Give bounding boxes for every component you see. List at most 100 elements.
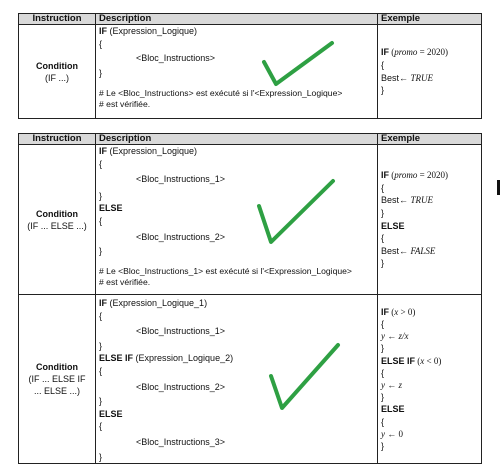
close-brace: } xyxy=(99,246,103,257)
keyword-else-if: ELSE IF xyxy=(381,355,416,366)
instruction-block: <Bloc_Instructions> xyxy=(136,53,216,64)
table-row: Condition (IF ... ELSE ...) IF (Expressi… xyxy=(18,144,482,295)
instruction-title: Condition xyxy=(36,60,78,71)
close-brace: } xyxy=(381,392,385,403)
variable-promo: promo xyxy=(394,47,418,58)
example-cell: IF (x > 0) { y ← z/x } ELSE IF (x < 0) {… xyxy=(377,293,482,465)
table-header-row: Instruction Description Exemple xyxy=(18,133,482,145)
value-true: TRUE xyxy=(410,72,434,83)
variable-x: x xyxy=(420,355,425,366)
instruction-block-1: <Bloc_Instructions_1> xyxy=(136,174,226,185)
instruction-subtitle: (IF ...) xyxy=(45,72,69,83)
close-brace: } xyxy=(99,451,103,462)
condition-rest: < 0) xyxy=(424,355,442,366)
condition-rest: > 0) xyxy=(398,306,416,317)
example-cell: IF (promo = 2020) { Best← TRUE } xyxy=(377,24,482,119)
instruction-cell: Condition (IF ... ELSE IF ... ELSE ...) xyxy=(18,293,96,465)
table-row: Condition (IF ...) IF (Expression_Logiqu… xyxy=(18,24,482,119)
keyword-else: ELSE xyxy=(99,203,123,214)
keyword-else: ELSE xyxy=(381,404,405,415)
table-row: Condition (IF ... ELSE IF ... ELSE ...) … xyxy=(18,293,482,465)
condition-open: ( xyxy=(415,355,421,366)
keyword-else: ELSE xyxy=(381,220,405,231)
table-header-row: Instruction Description Exemple xyxy=(18,13,482,25)
instruction-block-2: <Bloc_Instructions_2> xyxy=(136,381,226,392)
variable-y: y xyxy=(381,331,385,342)
close-brace: } xyxy=(99,396,103,407)
instruction-block-3: <Bloc_Instructions_3> xyxy=(136,436,226,447)
open-brace: { xyxy=(99,365,103,376)
value-true: TRUE xyxy=(410,195,434,206)
expression: z/x xyxy=(398,331,409,342)
open-brace: { xyxy=(99,38,103,49)
open-brace: { xyxy=(381,319,385,330)
comment-line-1: # Le <Bloc_Instructions> est exécuté si … xyxy=(99,88,343,99)
header-instruction: Instruction xyxy=(18,133,96,145)
value-false: FALSE xyxy=(410,245,436,256)
condition-rest: = 2020) xyxy=(417,170,448,181)
instruction-cell: Condition (IF ...) xyxy=(18,24,96,119)
open-brace: { xyxy=(99,158,103,169)
if-expression: (Expression_Logique) xyxy=(107,146,198,156)
assignment: Best← xyxy=(381,72,411,83)
open-brace: { xyxy=(381,416,385,427)
description-cell: IF (Expression_Logique) { <Bloc_Instruct… xyxy=(95,144,378,295)
comment-line-2: # est vérifiée. xyxy=(99,99,151,110)
assign-arrow: ← xyxy=(385,380,399,391)
close-brace: } xyxy=(99,190,103,201)
condition-open: ( xyxy=(389,170,395,181)
close-brace: } xyxy=(381,85,385,96)
open-brace: { xyxy=(99,215,103,226)
description-cell: IF (Expression_Logique_1) { <Bloc_Instru… xyxy=(95,293,378,465)
close-brace: } xyxy=(99,340,103,351)
instruction-subtitle-2: ... ELSE ...) xyxy=(33,386,80,397)
open-brace: { xyxy=(381,59,385,70)
instruction-block-1: <Bloc_Instructions_1> xyxy=(136,326,226,337)
description-cell: IF (Expression_Logique) { <Bloc_Instruct… xyxy=(95,24,378,119)
if-expression: (Expression_Logique) xyxy=(107,26,198,36)
header-description: Description xyxy=(95,13,378,25)
instruction-title: Condition xyxy=(36,362,78,373)
open-brace: { xyxy=(381,233,385,244)
keyword-if: IF xyxy=(99,298,107,308)
keyword-if: IF xyxy=(99,26,107,36)
comment-line-1: # Le <Bloc_Instructions_1> est exécuté s… xyxy=(99,265,352,276)
condition-open: ( xyxy=(389,47,395,58)
example-cell: IF (promo = 2020) { Best← TRUE } ELSE { … xyxy=(377,144,482,295)
header-exemple: Exemple xyxy=(377,133,482,145)
elseif-expression: (Expression_Logique_2) xyxy=(133,353,234,364)
close-brace: } xyxy=(381,258,385,269)
close-brace: } xyxy=(99,67,103,78)
instruction-title: Condition xyxy=(36,208,78,219)
open-brace: { xyxy=(99,421,103,432)
variable-x: x xyxy=(394,306,399,317)
table-if-else: Instruction Description Exemple Conditio… xyxy=(18,133,482,465)
open-brace: { xyxy=(381,182,385,193)
instruction-cell: Condition (IF ... ELSE ...) xyxy=(18,144,96,295)
assignment: Best← xyxy=(381,245,411,256)
header-exemple: Exemple xyxy=(377,13,482,25)
instruction-subtitle-1: (IF ... ELSE IF xyxy=(28,374,86,385)
keyword-if: IF xyxy=(381,170,389,181)
condition-open: ( xyxy=(389,306,395,317)
variable-y: y xyxy=(381,428,385,439)
keyword-else-if: ELSE IF xyxy=(99,353,134,364)
variable-promo: promo xyxy=(394,170,418,181)
instruction-block-2: <Bloc_Instructions_2> xyxy=(136,231,226,242)
comment-line-2: # est vérifiée. xyxy=(99,276,151,287)
if-expression: (Expression_Logique_1) xyxy=(107,298,208,308)
keyword-if: IF xyxy=(381,306,389,317)
instruction-subtitle: (IF ... ELSE ...) xyxy=(27,220,87,231)
keyword-if: IF xyxy=(99,146,107,156)
close-brace: } xyxy=(381,343,385,354)
condition-rest: = 2020) xyxy=(417,47,448,58)
close-brace: } xyxy=(381,441,385,452)
open-brace: { xyxy=(99,310,103,321)
assign-arrow: ← xyxy=(385,331,399,342)
close-brace: } xyxy=(381,207,385,218)
keyword-else: ELSE xyxy=(99,408,123,419)
cursor-mark xyxy=(497,180,500,195)
open-brace: { xyxy=(381,367,385,378)
expression: z xyxy=(398,380,403,391)
assignment: Best← xyxy=(381,195,411,206)
